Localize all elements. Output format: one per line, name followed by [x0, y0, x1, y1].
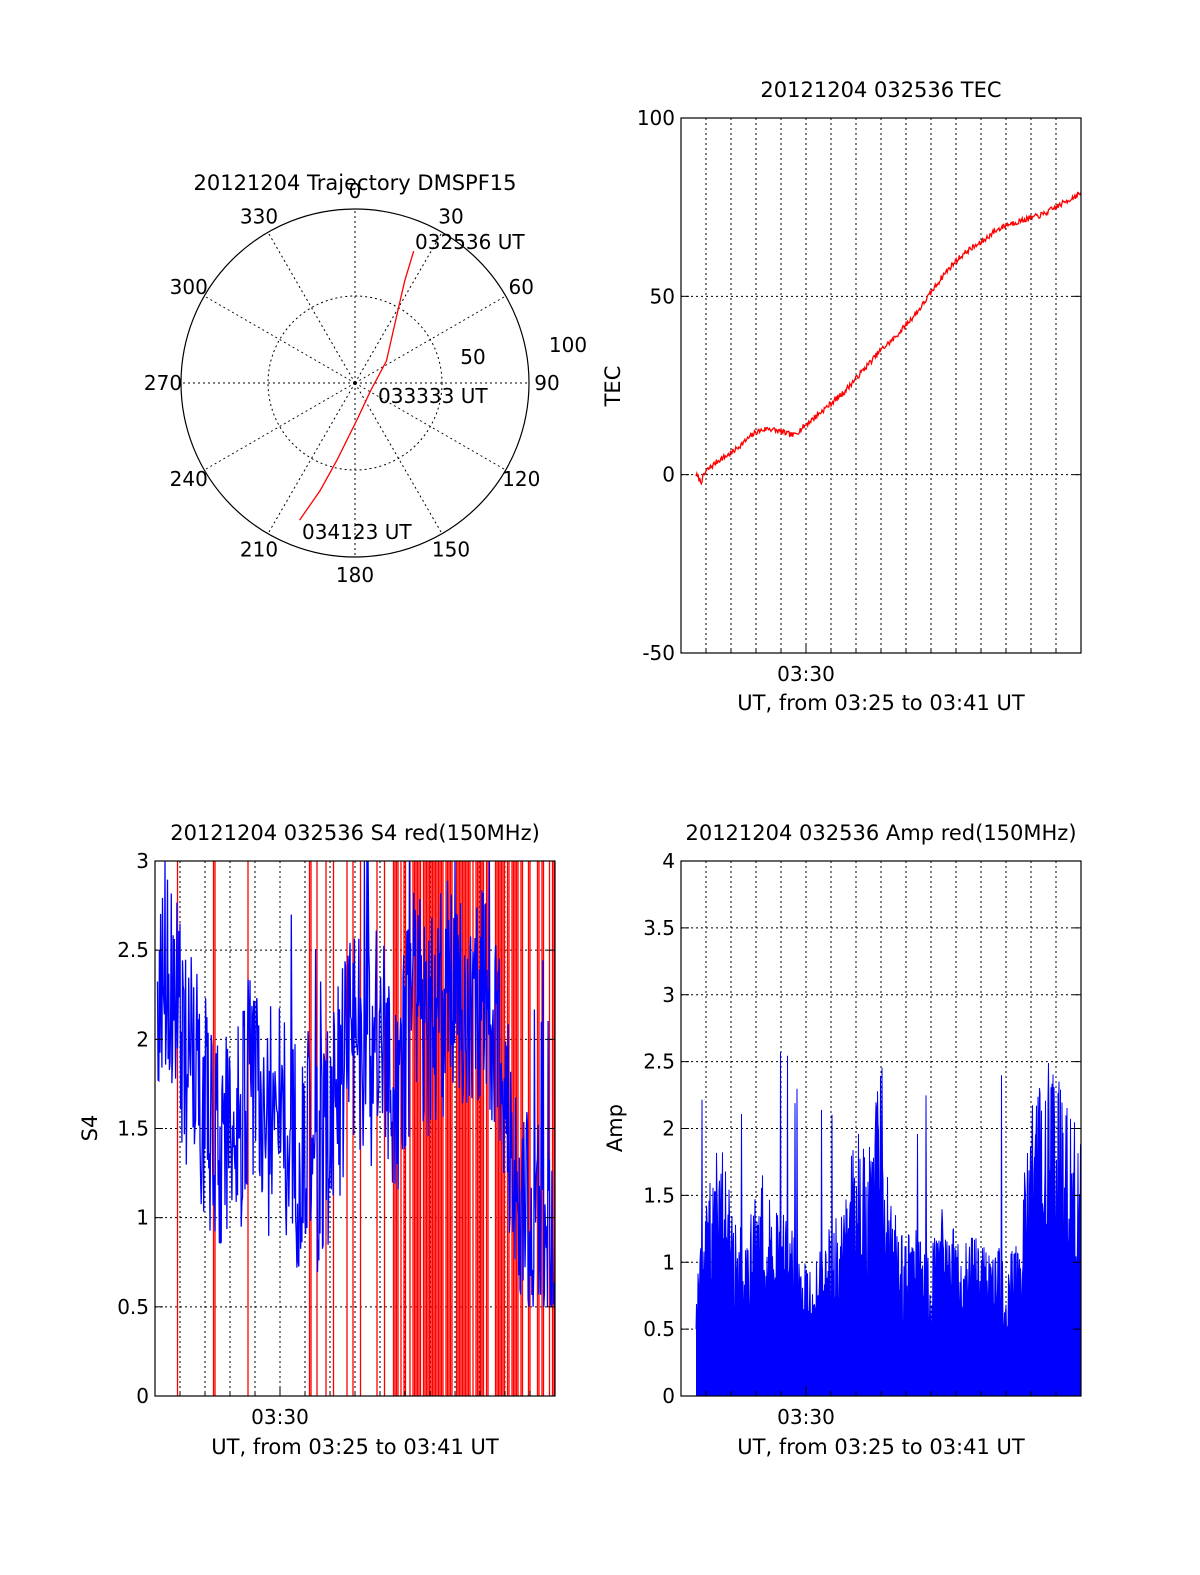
s4-y-tick-label: 1: [136, 1206, 149, 1230]
tec-y-tick-label: 50: [650, 284, 675, 308]
amp-y-axis-label: Amp: [603, 1104, 627, 1152]
amp-title: 20121204 032536 Amp red(150MHz): [685, 821, 1076, 845]
polar-grid: [181, 209, 529, 557]
s4-y-tick-label: 2.5: [117, 938, 149, 962]
polar-angle-label: 90: [534, 371, 559, 395]
amp-plot-frame: [680, 860, 1082, 1397]
polar-angle-label: 150: [432, 537, 470, 561]
polar-angle-label: 300: [170, 275, 208, 299]
tec-series-line: [695, 191, 1082, 486]
s4-y-tick-label: 3: [136, 849, 149, 873]
s4-y-tick-label: 1.5: [117, 1117, 149, 1141]
tec-x-tick-label: 03:30: [777, 662, 835, 686]
trajectory-track: [299, 250, 415, 521]
s4-series-line: [156, 860, 556, 1307]
polar-outer-ring: [180, 208, 530, 558]
s4-x-tick-label: 03:30: [251, 1405, 309, 1429]
amp-y-tick-label: 2.5: [643, 1050, 675, 1074]
trajectory-title: 20121204 Trajectory DMSPF15: [193, 171, 516, 195]
radius-tick-label: 50: [460, 345, 485, 369]
amp-chart: 20121204 032536 Amp red(150MHz) 4 3.5 3 2.5…: [603, 821, 1082, 1459]
tec-y-axis-label: TEC: [601, 366, 625, 408]
s4-plot-frame: [154, 860, 556, 1397]
trajectory-start-label: 032536 UT: [415, 230, 525, 254]
s4-y-tick-label: 0: [136, 1384, 149, 1408]
polar-angle-label: 210: [240, 537, 278, 561]
s4-chart: 20121204 032536 S4 red(150MHz) 3 2.5 2 1.5 1…: [78, 821, 556, 1459]
amp-y-tick-label: 1: [662, 1250, 675, 1274]
s4-y-axis-label: S4: [78, 1115, 102, 1142]
polar-angle-label: 180: [336, 563, 374, 587]
amp-y-tick-label: 1.5: [643, 1183, 675, 1207]
tec-y-ticks: 100 50 0 -50: [637, 106, 1081, 665]
polar-angle-label: 240: [170, 467, 208, 491]
amp-series-area: [696, 1052, 1081, 1396]
polar-angle-labels: 0 30 60 90 120 150 180 210 240 270 300 330: [144, 179, 560, 587]
radius-tick-label: 100: [549, 333, 587, 357]
polar-ring-50: [267, 295, 443, 471]
tec-x-axis-label: UT, from 03:25 to 03:41 UT: [737, 691, 1025, 715]
amp-y-tick-label: 4: [662, 849, 675, 873]
polar-angle-label: 270: [144, 371, 182, 395]
amp-x-ticks: 03:30: [705, 1386, 1057, 1429]
trajectory-polar-chart: 20121204 Trajectory DMSPF15 0 30 60 90 120 15…: [144, 171, 587, 587]
tec-x-ticks: 03:30: [705, 643, 1057, 686]
polar-spoke: [267, 232, 356, 384]
amp-y-ticks: 4 3.5 3 2.5 2 1.5 1 0.5 0: [643, 849, 1081, 1408]
trajectory-end-label: 034123 UT: [302, 520, 412, 544]
polar-spoke: [204, 382, 356, 471]
tec-y-tick-label: 0: [662, 463, 675, 487]
polar-angle-label: 120: [502, 467, 540, 491]
s4-x-ticks: 03:30: [179, 1386, 531, 1429]
amp-x-tick-label: 03:30: [777, 1405, 835, 1429]
amp-y-tick-label: 3: [662, 983, 675, 1007]
tec-y-tick-label: 100: [637, 106, 675, 130]
tec-title: 20121204 032536 TEC: [760, 78, 1001, 102]
amp-x-axis-label: UT, from 03:25 to 03:41 UT: [737, 1435, 1025, 1459]
amp-y-tick-label: 0: [662, 1384, 675, 1408]
trajectory-mid-label: 033333 UT: [378, 384, 488, 408]
s4-title: 20121204 032536 S4 red(150MHz): [170, 821, 540, 845]
polar-angle-label: 30: [438, 205, 463, 229]
tec-grid: [681, 118, 1081, 653]
amp-y-tick-label: 2: [662, 1117, 675, 1141]
s4-y-tick-label: 0.5: [117, 1295, 149, 1319]
amp-series-line: [695, 1052, 1082, 1330]
s4-y-tick-label: 2: [136, 1027, 149, 1051]
polar-angle-label: 330: [240, 205, 278, 229]
polar-spoke: [204, 295, 356, 384]
tec-plot-frame: [680, 117, 1082, 654]
tec-y-tick-label: -50: [642, 641, 675, 665]
s4-x-axis-label: UT, from 03:25 to 03:41 UT: [211, 1435, 499, 1459]
amp-y-tick-label: 3.5: [643, 916, 675, 940]
amp-y-tick-label: 0.5: [643, 1317, 675, 1341]
polar-angle-label: 60: [509, 275, 534, 299]
polar-angle-label: 0: [349, 179, 362, 203]
